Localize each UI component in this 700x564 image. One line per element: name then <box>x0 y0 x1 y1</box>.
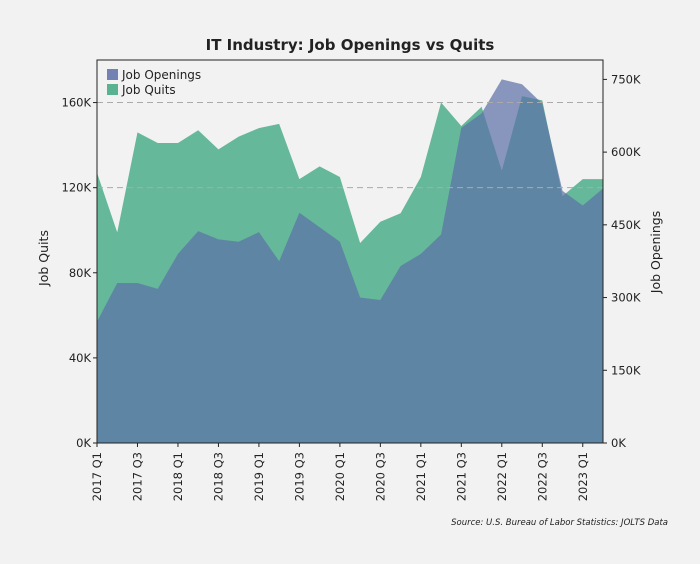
x-tick-label: 2018 Q1 <box>171 452 185 501</box>
right-tick-label: 600K <box>611 145 641 159</box>
left-tick-label: 0K <box>76 436 91 450</box>
x-axis-ticks: 2017 Q1 2017 Q3 2018 Q1 2018 Q3 2019 Q1 2019 … <box>90 443 590 501</box>
left-tick-label: 120K <box>62 181 92 195</box>
legend-swatch <box>107 84 118 95</box>
x-tick-label: 2023 Q1 <box>576 452 590 501</box>
x-tick-label: 2017 Q1 <box>90 452 104 501</box>
legend-label: Job Openings <box>121 68 201 82</box>
chart-title: IT Industry: Job Openings vs Quits <box>206 36 495 54</box>
right-tick-label: 300K <box>611 291 641 305</box>
right-tick-label: 0K <box>611 436 626 450</box>
left-axis-ticks: 0K 40K 80K 120K 160K <box>62 96 97 450</box>
x-tick-label: 2019 Q1 <box>252 452 266 501</box>
x-tick-label: 2020 Q3 <box>373 452 387 501</box>
left-tick-label: 160K <box>62 96 92 110</box>
x-tick-label: 2020 Q1 <box>333 452 347 501</box>
source-note: Source: U.S. Bureau of Labor Statistics:… <box>451 518 668 528</box>
job-openings-area <box>97 79 603 443</box>
plot-areas <box>97 79 603 444</box>
right-axis-ticks: 0K 150K 300K 450K 600K 750K <box>603 72 641 450</box>
x-tick-label: 2018 Q3 <box>211 452 225 501</box>
right-tick-label: 750K <box>611 72 641 86</box>
x-tick-label: 2021 Q3 <box>454 452 468 501</box>
x-tick-label: 2019 Q3 <box>292 452 306 501</box>
legend-swatch <box>107 69 118 80</box>
x-tick-label: 2017 Q3 <box>130 452 144 501</box>
x-tick-label: 2022 Q3 <box>535 452 549 501</box>
plot-border <box>96 59 604 444</box>
gridlines <box>97 102 603 189</box>
x-tick-label: 2022 Q1 <box>495 452 509 501</box>
left-tick-label: 40K <box>69 351 92 365</box>
right-axis-label: Job Openings <box>648 211 663 294</box>
legend-label: Job Quits <box>121 83 176 97</box>
plot-frame <box>96 59 604 444</box>
right-tick-label: 150K <box>611 363 641 377</box>
left-tick-label: 80K <box>69 266 92 280</box>
x-tick-label: 2021 Q1 <box>414 452 428 501</box>
left-axis-label: Job Quits <box>36 230 51 287</box>
right-tick-label: 450K <box>611 218 641 232</box>
